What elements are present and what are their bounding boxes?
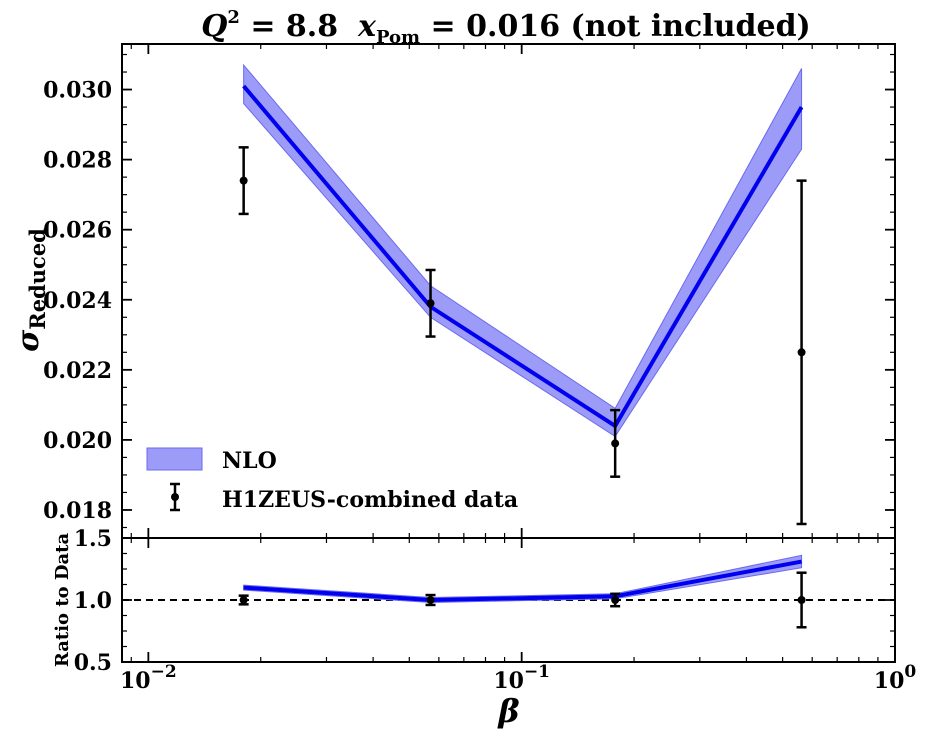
x-axis-label: β	[497, 692, 519, 730]
y-tick-label: 1.0	[74, 588, 112, 614]
ratio-panel: 0.5 1.0 1.5	[74, 526, 896, 676]
chart-title: Q2 = 8.8 xPom = 0.016 (not included)	[201, 7, 811, 48]
x-tick-label: 100	[874, 662, 917, 694]
data-point	[239, 176, 248, 185]
ratio-frame	[121, 537, 896, 663]
y-tick-label: 0.018	[43, 498, 112, 524]
data-point	[797, 348, 806, 357]
legend-data-label: H1ZEUS-combined data	[222, 487, 518, 513]
y-tick-label: 0.020	[43, 428, 112, 454]
data-point	[611, 439, 620, 448]
y-tick-label: 0.022	[43, 358, 112, 384]
data-point	[426, 596, 435, 604]
data-point	[611, 596, 620, 604]
legend-nlo-label: NLO	[222, 448, 277, 474]
nlo-line	[242, 84, 804, 429]
legend-data-marker	[171, 493, 179, 501]
data-point	[797, 596, 806, 604]
y-tick-label: 0.028	[43, 148, 112, 174]
x-tick-labels: 10−2 10−1 100	[120, 662, 916, 694]
data-point	[239, 596, 248, 604]
nlo-band	[243, 554, 803, 603]
legend: NLO H1ZEUS-combined data	[146, 447, 518, 513]
x-tick-label: 10−1	[493, 662, 550, 694]
y-tick-label: 1.5	[74, 526, 112, 552]
data-point	[426, 299, 435, 308]
y-axis-label-main: σReduced	[11, 228, 50, 352]
nlo-line	[243, 559, 802, 603]
legend-nlo-swatch	[146, 447, 203, 471]
y-tick-label: 0.030	[43, 78, 112, 104]
y-tick-label: 0.026	[43, 218, 112, 244]
y-axis-label-ratio: Ratio to Data	[52, 533, 73, 668]
y-tick-label: 0.024	[43, 288, 112, 314]
y-tick-label: 0.5	[74, 650, 112, 676]
x-tick-label: 10−2	[120, 662, 177, 694]
